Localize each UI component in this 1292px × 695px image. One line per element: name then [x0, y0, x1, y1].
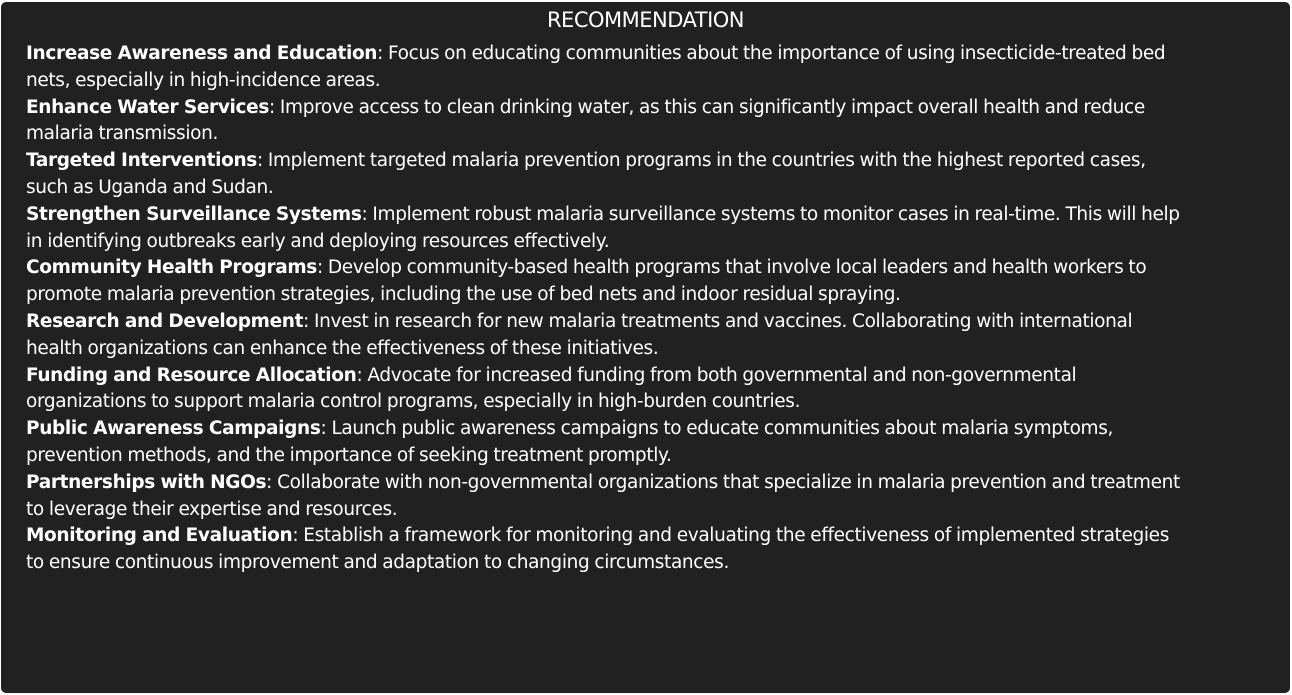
- recommendation-line-2: in identifying outbreaks early and deplo…: [26, 230, 610, 252]
- recommendation-heading: Increase Awareness and Education: [26, 43, 378, 64]
- recommendation-text: : Develop community-based health program…: [316, 257, 1147, 279]
- recommendation-item: Community Health Programs: Develop commu…: [26, 255, 1290, 309]
- recommendation-item: Monitoring and Evaluation: Establish a f…: [26, 523, 1290, 577]
- recommendation-line-1: Strengthen Surveillance Systems: Impleme…: [26, 202, 1290, 229]
- recommendation-line-2: nets, especially in high-incidence areas…: [26, 69, 381, 91]
- recommendation-line-1: Public Awareness Campaigns: Launch publi…: [26, 416, 1290, 443]
- recommendation-heading: Strengthen Surveillance Systems: [26, 203, 362, 225]
- panel-title: RECOMMENDATION: [546, 8, 745, 32]
- recommendation-heading: Enhance Water Services: [26, 96, 269, 118]
- recommendation-line-1: Increase Awareness and Education: Focus …: [26, 41, 1290, 68]
- recommendation-text: : Improve access to clean drinking water…: [269, 96, 1145, 118]
- recommendation-text: : Collaborate with non-governmental orga…: [266, 471, 1180, 493]
- recommendation-line-1: Funding and Resource Allocation: Advocat…: [26, 363, 1290, 390]
- recommendation-text: : Launch public awareness campaigns to e…: [320, 418, 1114, 440]
- recommendation-item: Funding and Resource Allocation: Advocat…: [26, 363, 1290, 417]
- recommendation-heading: Monitoring and Evaluation: [26, 525, 293, 547]
- recommendation-line-1: Partnerships with NGOs: Collaborate with…: [26, 470, 1290, 497]
- recommendation-line-1: Community Health Programs: Develop commu…: [26, 255, 1290, 282]
- recommendation-text: : Advocate for increased funding from bo…: [356, 364, 1077, 386]
- recommendation-text: : Implement robust malaria surveillance …: [361, 203, 1181, 225]
- recommendation-heading: Partnerships with NGOs: [26, 471, 267, 493]
- recommendation-item: Increase Awareness and Education: Focus …: [26, 41, 1290, 95]
- recommendation-line-1: Monitoring and Evaluation: Establish a f…: [26, 523, 1290, 550]
- recommendation-line-1: Targeted Interventions: Implement target…: [26, 148, 1290, 175]
- recommendation-item: Partnerships with NGOs: Collaborate with…: [26, 470, 1290, 524]
- recommendation-line-2: prevention methods, and the importance o…: [26, 444, 672, 466]
- recommendation-line-1: Enhance Water Services: Improve access t…: [26, 95, 1290, 122]
- recommendation-line-2: promote malaria prevention strategies, i…: [26, 284, 901, 306]
- recommendation-line-1: Research and Development: Invest in rese…: [26, 309, 1290, 336]
- recommendation-item: Research and Development: Invest in rese…: [26, 309, 1290, 363]
- recommendation-line-2: to leverage their expertise and resource…: [26, 498, 398, 520]
- recommendation-line-2: organizations to support malaria control…: [26, 391, 801, 413]
- recommendation-text: : Implement targeted malaria prevention …: [256, 150, 1146, 172]
- recommendation-heading: Public Awareness Campaigns: [26, 418, 321, 440]
- recommendation-heading: Community Health Programs: [26, 257, 317, 279]
- recommendation-heading: Targeted Interventions: [26, 150, 257, 172]
- recommendation-list: Increase Awareness and Education: Focus …: [1, 35, 1290, 577]
- recommendation-line-2: health organizations can enhance the eff…: [26, 337, 659, 359]
- recommendation-heading: Funding and Resource Allocation: [26, 364, 357, 386]
- recommendation-item: Targeted Interventions: Implement target…: [26, 148, 1290, 202]
- recommendation-text: : Focus on educating communities about t…: [377, 43, 1166, 64]
- recommendation-text: : Establish a framework for monitoring a…: [292, 525, 1169, 547]
- recommendation-item: Strengthen Surveillance Systems: Impleme…: [26, 202, 1290, 256]
- recommendation-item: Public Awareness Campaigns: Launch publi…: [26, 416, 1290, 470]
- recommendation-line-2: such as Uganda and Sudan.: [26, 176, 274, 198]
- recommendation-heading: Research and Development: [26, 310, 304, 332]
- recommendation-item: Enhance Water Services: Improve access t…: [26, 95, 1290, 149]
- recommendation-line-2: to ensure continuous improvement and ada…: [26, 552, 729, 574]
- recommendation-line-2: malaria transmission.: [26, 123, 219, 145]
- recommendation-text: : Invest in research for new malaria tre…: [303, 310, 1133, 332]
